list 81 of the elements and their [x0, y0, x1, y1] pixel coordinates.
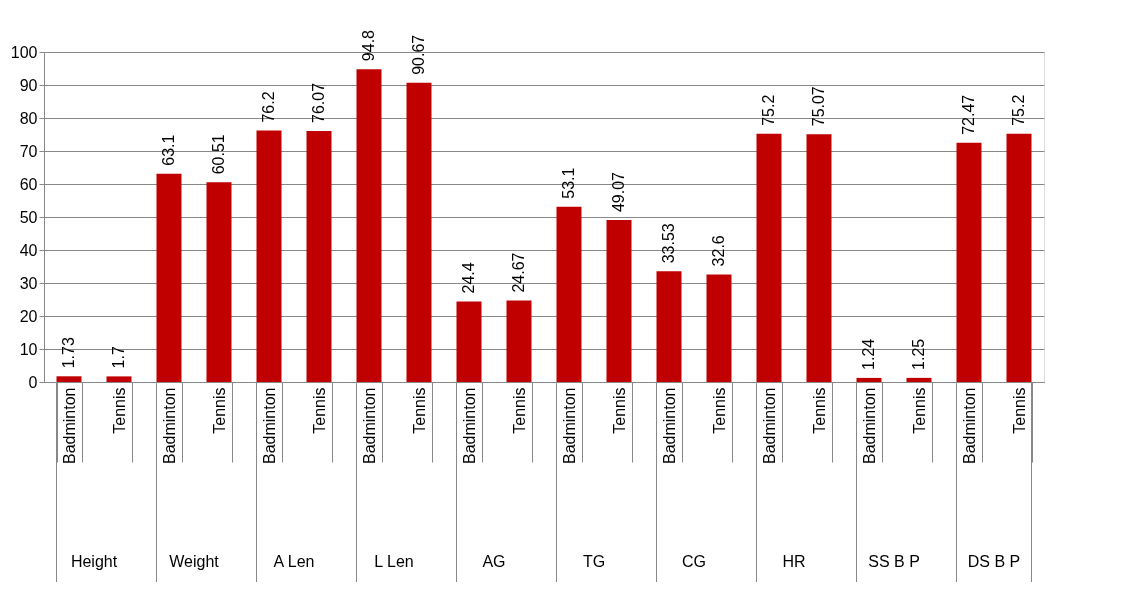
x-tick-label: Badminton: [260, 387, 278, 464]
x-tick-label: Tennis: [810, 387, 828, 434]
y-tick-label: 0: [28, 373, 38, 391]
text: TG: [582, 553, 606, 570]
y-tick-label: 100: [10, 43, 38, 61]
x-tick-label: Tennis: [910, 387, 928, 434]
x-tick-label: Tennis: [710, 387, 728, 434]
text: HR: [782, 553, 806, 570]
bar: [656, 271, 682, 382]
data-label: 76.07: [310, 82, 327, 123]
x-tick-label: Tennis: [310, 387, 328, 434]
bar: [606, 220, 632, 382]
data-label: 1.73: [60, 337, 77, 369]
data-label: 32.6: [710, 235, 727, 267]
text: Height: [70, 553, 118, 570]
data-label: 24.67: [510, 252, 527, 293]
data-label: 24.4: [460, 262, 477, 294]
y-tick-label: 50: [19, 208, 38, 226]
data-label: 72.47: [960, 94, 977, 135]
bar: [506, 300, 532, 382]
text: AG: [482, 553, 506, 570]
x-tick-label: Badminton: [460, 387, 478, 464]
data-label: 75.2: [1010, 94, 1027, 126]
y-tick-label: 40: [19, 241, 38, 259]
y-tick-label: 80: [19, 109, 38, 127]
text: L Len: [374, 553, 414, 570]
y-tick-label: 30: [19, 274, 38, 292]
bar: [706, 274, 732, 382]
x-tick-label: Badminton: [960, 387, 978, 464]
data-label: 60.51: [210, 134, 227, 175]
x-tick-label: Badminton: [760, 387, 778, 464]
x-tick-label: Badminton: [60, 387, 78, 464]
x-tick-label: Badminton: [160, 387, 178, 464]
bar: [356, 69, 382, 382]
bar: [1006, 133, 1032, 382]
x-tick-label: Badminton: [560, 387, 578, 464]
bar: [256, 130, 282, 382]
bar: [156, 173, 182, 382]
x-tick-label: Tennis: [610, 387, 628, 434]
bar: [456, 301, 482, 382]
bar: [956, 142, 982, 382]
x-tick-label: Badminton: [860, 387, 878, 464]
data-label: 76.2: [260, 91, 277, 123]
text: A Len: [273, 553, 315, 570]
bar: [306, 130, 332, 382]
data-label: 90.67: [410, 34, 427, 75]
data-label: 94.8: [360, 29, 377, 62]
bar: [756, 133, 782, 382]
data-label: 33.53: [660, 223, 677, 264]
data-label: 75.07: [810, 86, 827, 127]
x-tick-label: Tennis: [210, 387, 228, 434]
text: Weight: [169, 553, 220, 570]
y-tick-label: 70: [19, 142, 38, 160]
data-label: 53.1: [560, 167, 577, 199]
bar: [56, 376, 82, 382]
text: DS B P: [967, 553, 1021, 570]
bar: [106, 376, 132, 382]
x-tick-label: Tennis: [1010, 387, 1028, 434]
bar: [856, 377, 882, 382]
bar: [206, 182, 232, 382]
bar: [406, 82, 432, 382]
data-label: 1.25: [910, 338, 927, 370]
text: SS B P: [868, 553, 920, 570]
y-tick-label: 90: [19, 76, 38, 94]
data-label: 1.7: [110, 346, 127, 369]
data-label: 49.07: [610, 171, 627, 213]
x-tick-label: Badminton: [660, 387, 678, 464]
bar: [556, 206, 582, 382]
y-tick-label: 10: [19, 340, 38, 358]
x-tick-label: Tennis: [110, 387, 128, 434]
x-tick-label: Tennis: [410, 387, 428, 434]
data-label: 1.24: [860, 338, 877, 370]
text: CG: [682, 553, 706, 570]
x-tick-label: Tennis: [510, 387, 528, 434]
x-tick-label: Badminton: [360, 387, 378, 464]
bar: [806, 134, 832, 382]
y-tick-label: 60: [19, 175, 38, 193]
data-label: 63.1: [160, 134, 177, 166]
bar: [906, 377, 932, 382]
y-tick-label: 20: [19, 307, 38, 325]
data-label: 75.2: [760, 94, 777, 126]
